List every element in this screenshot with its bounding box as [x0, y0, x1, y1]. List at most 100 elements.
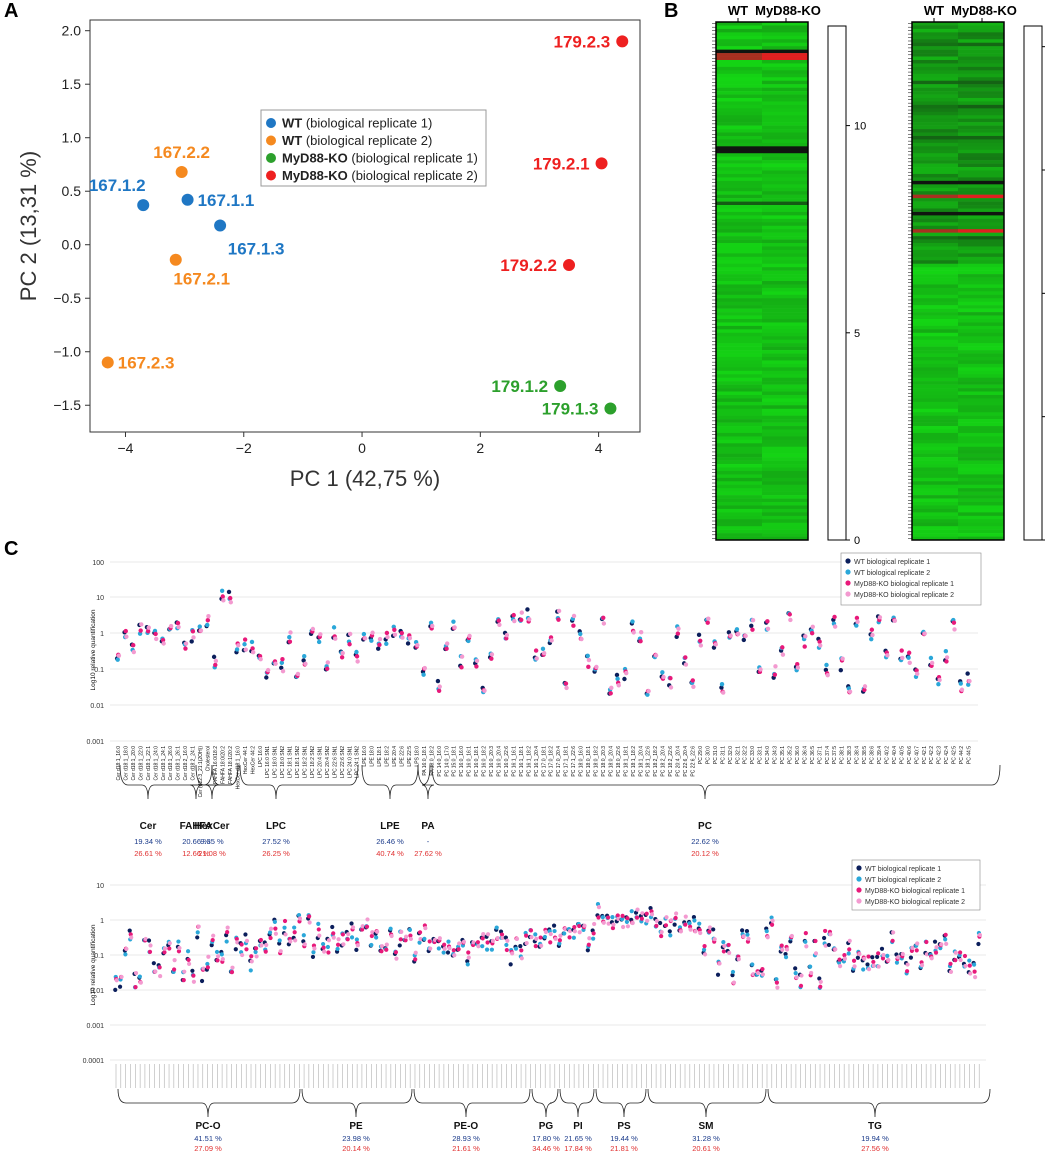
heatmap-frame [911, 21, 1005, 541]
data-point [282, 925, 287, 930]
data-point [311, 950, 316, 955]
data-point [437, 936, 442, 941]
heatmap-cell [958, 184, 1005, 189]
data-point [428, 946, 433, 951]
heatmap-cell [912, 201, 959, 206]
heatmap-cell [762, 218, 809, 223]
heatmap-cell [958, 153, 1005, 157]
data-point [965, 671, 970, 676]
data-point [307, 920, 312, 925]
heatmap-cell [716, 305, 763, 309]
lipid-label: Cer d18:1_26:0 [168, 746, 174, 781]
data-point [552, 928, 557, 934]
heatmap-cell [716, 153, 763, 157]
data-point [494, 925, 499, 930]
heatmap-cell [762, 370, 809, 375]
data-point [234, 936, 239, 942]
lipid-label: PC 18:2_20:4 [661, 746, 667, 777]
data-point [354, 654, 360, 659]
heatmap-cell [762, 35, 809, 40]
scale-tick-label: 10 [854, 121, 866, 133]
heatmap-cell [762, 384, 809, 389]
lipid-label: LPC 18:1 SN1 [288, 746, 294, 778]
lipid-label: PC 18:1_18:1 [623, 746, 629, 777]
data-point [230, 965, 235, 970]
heatmap-cell [912, 149, 959, 154]
heatmap-cell [716, 253, 763, 258]
data-point [866, 954, 871, 959]
heatmap-cell [762, 298, 809, 303]
heatmap-cell [958, 464, 1005, 468]
heatmap-cell [762, 180, 809, 185]
data-point [195, 930, 200, 935]
heatmap-cell [958, 56, 1005, 61]
data-point [335, 946, 340, 952]
heatmap-cell [762, 394, 809, 399]
heatmap-cell [958, 111, 1005, 116]
heatmap-cell [912, 325, 959, 330]
lipid-label: PC 44:5 [967, 746, 973, 764]
lipid-label: PC 15:0_18:1 [452, 746, 458, 777]
data-point [147, 949, 153, 955]
heatmap-cell [912, 339, 959, 344]
data-point [322, 949, 327, 954]
data-point [809, 630, 815, 636]
heatmap-cell [716, 312, 763, 316]
heatmap-cell [912, 391, 959, 396]
data-point [249, 639, 255, 645]
group-name: PC [698, 821, 712, 832]
data-point [646, 688, 651, 694]
heatmap-cell [912, 173, 959, 178]
heatmap-cell [762, 42, 809, 47]
data-point [693, 929, 698, 934]
data-point [160, 637, 166, 643]
data-point [465, 959, 470, 964]
heatmap-cell [762, 363, 809, 368]
group-ko-percent: 21.08 % [198, 849, 226, 858]
data-point [331, 931, 336, 936]
heatmap-cell [716, 398, 763, 403]
heatmap-cell [958, 467, 1005, 472]
heatmap-cell [716, 146, 763, 151]
data-point [719, 685, 724, 690]
x-tick-label: 2 [476, 440, 484, 456]
heatmap-cell [958, 325, 1005, 330]
data-point [427, 939, 432, 944]
heatmap-cell [912, 111, 959, 116]
heatmap-cell [958, 446, 1005, 451]
heatmap-cell [716, 101, 763, 106]
data-point [596, 905, 602, 910]
heatmap-cell [716, 25, 763, 30]
lipid-label: LPC 22:6 SN2 [340, 746, 346, 778]
lipid-label: PC 31:1 [720, 746, 726, 764]
lipid-label: PC 20:4_20:4 [676, 746, 682, 777]
heatmap-column-label: MyD88-KO [755, 3, 821, 18]
heatmap-cell [716, 505, 763, 510]
heatmap-cell [716, 474, 763, 479]
data-point [810, 624, 815, 630]
heatmap-cell [958, 208, 1005, 213]
data-point [943, 932, 948, 937]
heatmap-cell [912, 63, 959, 68]
data-point [692, 918, 697, 923]
data-point [813, 938, 818, 944]
lipid-label: Cer d18:2_16:0 [183, 746, 189, 781]
heatmap-cell [762, 284, 809, 289]
pca-point-label: 167.2.2 [153, 143, 210, 162]
data-point [435, 678, 441, 684]
heatmap-cell [762, 325, 809, 330]
heatmap-cell [716, 142, 763, 147]
heatmap-cell [958, 481, 1005, 486]
lipid-label: LPC 24:1 SN2 [355, 746, 361, 778]
data-point [318, 632, 323, 637]
data-point [629, 909, 634, 914]
data-point [379, 944, 385, 949]
lipid-label: PC 18:2_18:2 [653, 746, 659, 777]
heatmap-cell [912, 277, 959, 282]
data-point [924, 952, 929, 957]
data-point [854, 615, 860, 621]
heatmap-cell [762, 315, 809, 320]
lipid-label: PC 32:2 [743, 746, 749, 764]
heatmap-cell [716, 484, 763, 489]
data-point [154, 636, 159, 642]
